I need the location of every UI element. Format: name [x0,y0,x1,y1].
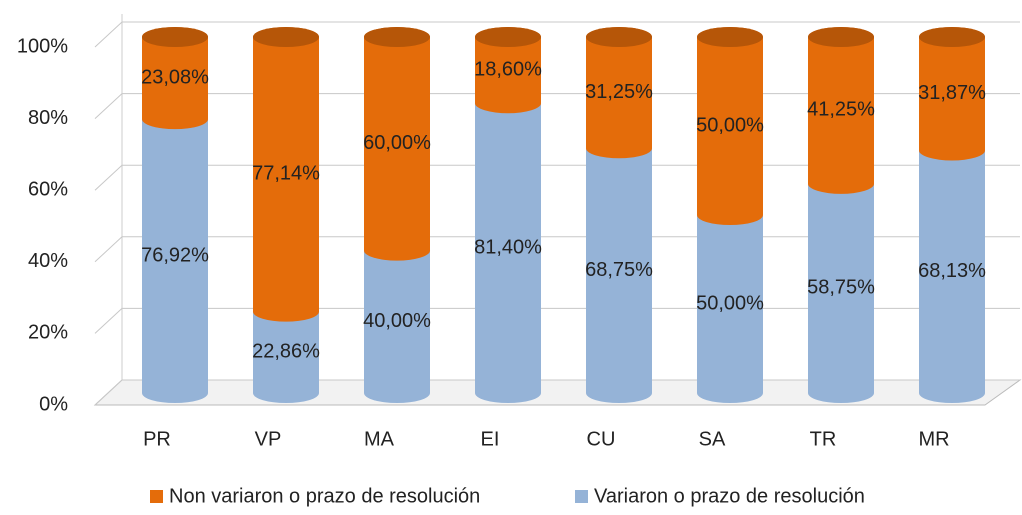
cylinder-segment [253,301,319,403]
cylinder-segment [586,27,652,159]
data-label: 50,00% [696,114,764,136]
y-tick-label: 20% [28,322,68,344]
x-tick-label: MR [918,428,949,450]
cylinder-top [475,27,541,47]
data-label: 76,92% [141,244,209,266]
data-label: 31,25% [585,81,653,103]
cylinder-segment [808,27,874,194]
x-tick-label: VP [255,428,282,450]
cylinder-top [919,27,985,47]
legend-label: Non variaron o prazo de resolución [169,485,480,507]
grid-line [94,21,1020,48]
legend-label: Variaron o prazo de resolución [594,485,865,507]
legend-swatch [150,490,163,503]
grid-line [94,164,1020,191]
data-label: 68,13% [918,260,986,282]
grid-line [94,93,1020,119]
data-label: 40,00% [363,310,431,332]
data-label: 60,00% [363,132,431,154]
cylinder-top [364,27,430,47]
x-tick-label: MA [364,428,395,450]
floor [93,379,1022,406]
x-tick-label: PR [143,428,171,450]
y-tick-label: 40% [28,250,68,272]
data-label: 58,75% [807,277,875,299]
cylinder-top [808,27,874,47]
cylinder-segment [697,27,763,225]
cylinder-segment [919,140,986,403]
cylinder-segment [919,27,985,161]
data-label: 50,00% [696,292,764,314]
x-tick-label: EI [481,428,500,450]
data-label: 23,08% [141,66,209,88]
grid-line [94,307,1020,334]
y-tick-label: 0% [39,393,68,415]
cylinder-top [253,27,319,47]
data-label: 31,87% [918,82,986,104]
x-tick-label: SA [699,428,726,450]
cylinder-segment [364,27,430,261]
data-label: 18,60% [474,58,542,80]
cylinder-segment [142,109,208,404]
y-tick-label: 80% [28,107,68,129]
cylinder-segment [697,205,763,403]
data-label: 81,40% [474,236,542,258]
data-label: 77,14% [252,163,320,185]
cylinder-segment [253,27,319,322]
cylinder-segment [142,27,208,130]
cylinder-segment [586,138,652,403]
x-tick-label: TR [810,428,837,450]
cylinder-segment [364,240,430,403]
cylinder-segment [475,27,541,114]
data-label: 68,75% [585,259,653,281]
y-tick-label: 60% [28,178,68,200]
cylinder-top [697,27,763,47]
cylinder-top [586,27,652,47]
data-label: 22,86% [252,341,320,363]
grid-line [94,236,1020,263]
data-label: 41,25% [807,99,875,121]
y-tick-label: 100% [17,35,68,57]
cylinder-segment [808,173,874,403]
legend-swatch [575,490,588,503]
x-tick-label: CU [587,428,616,450]
cylinder-top [142,27,208,47]
cylinder-segment [475,93,541,404]
